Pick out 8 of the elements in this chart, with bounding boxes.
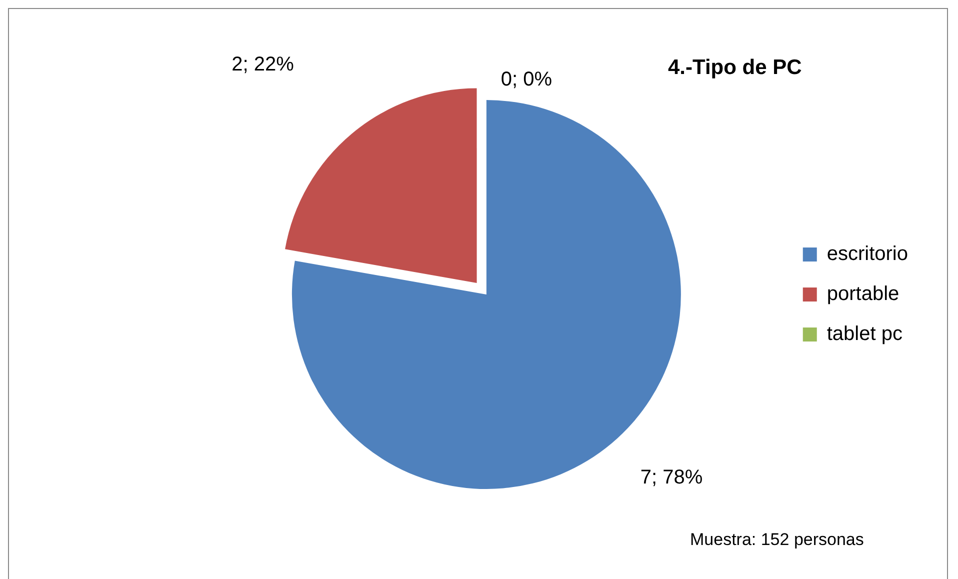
text: Muestra: 152 personas <box>690 530 864 550</box>
legend-label: tablet pc <box>826 323 902 346</box>
legend-label: escritorio <box>826 243 908 266</box>
legend-label: portable <box>826 283 900 306</box>
data-label: 7; 78% <box>640 466 703 488</box>
text: 0; 0% <box>500 68 552 91</box>
data-label: 2; 22% <box>232 54 294 76</box>
chart-title: 4.-Tipo de PC <box>668 56 802 80</box>
